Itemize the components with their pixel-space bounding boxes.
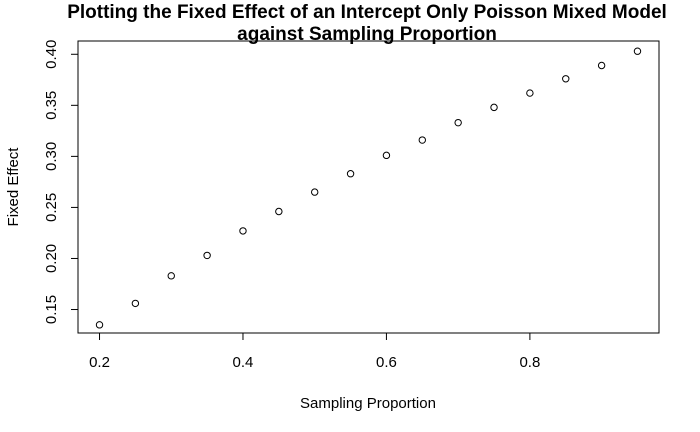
- data-point: [597, 61, 606, 70]
- data-point: [167, 272, 175, 280]
- x-axis: 0.2 0.4 0.6 0.8: [89, 332, 540, 371]
- y-tick-label: 0.35: [43, 91, 60, 120]
- data-point: [490, 103, 498, 112]
- data-points: [95, 47, 642, 329]
- y-tick-label: 0.30: [43, 142, 60, 171]
- data-point: [526, 89, 534, 97]
- x-tick-label: 0.4: [233, 354, 254, 371]
- data-point: [239, 227, 247, 235]
- y-tick-label: 0.20: [43, 244, 60, 273]
- plot-frame: [77, 40, 660, 334]
- data-point: [131, 299, 140, 308]
- data-point: [346, 170, 355, 178]
- data-point: [633, 47, 642, 55]
- x-axis-label: Sampling Proportion: [300, 395, 436, 412]
- data-point: [418, 136, 426, 144]
- data-point: [382, 151, 391, 160]
- data-point: [454, 118, 462, 127]
- y-tick-label: 0.15: [43, 295, 60, 324]
- y-tick-label: 0.25: [43, 193, 60, 222]
- x-tick-label: 0.8: [519, 354, 540, 371]
- data-point: [562, 75, 570, 83]
- y-tick-label: 0.40: [43, 40, 60, 69]
- chart-title-line-2: against Sampling Proportion: [237, 24, 497, 45]
- data-point: [203, 251, 211, 260]
- data-point: [275, 207, 283, 216]
- y-axis-label: Fixed Effect: [5, 147, 22, 227]
- data-point: [95, 321, 104, 329]
- y-axis: 0.15 0.20 0.25 0.30 0.35 0.40: [43, 40, 79, 324]
- chart-title-line-1: Plotting the Fixed Effect of an Intercep…: [67, 2, 667, 23]
- x-tick-label: 0.6: [376, 354, 397, 371]
- x-tick-label: 0.2: [89, 354, 110, 371]
- data-point: [311, 188, 319, 196]
